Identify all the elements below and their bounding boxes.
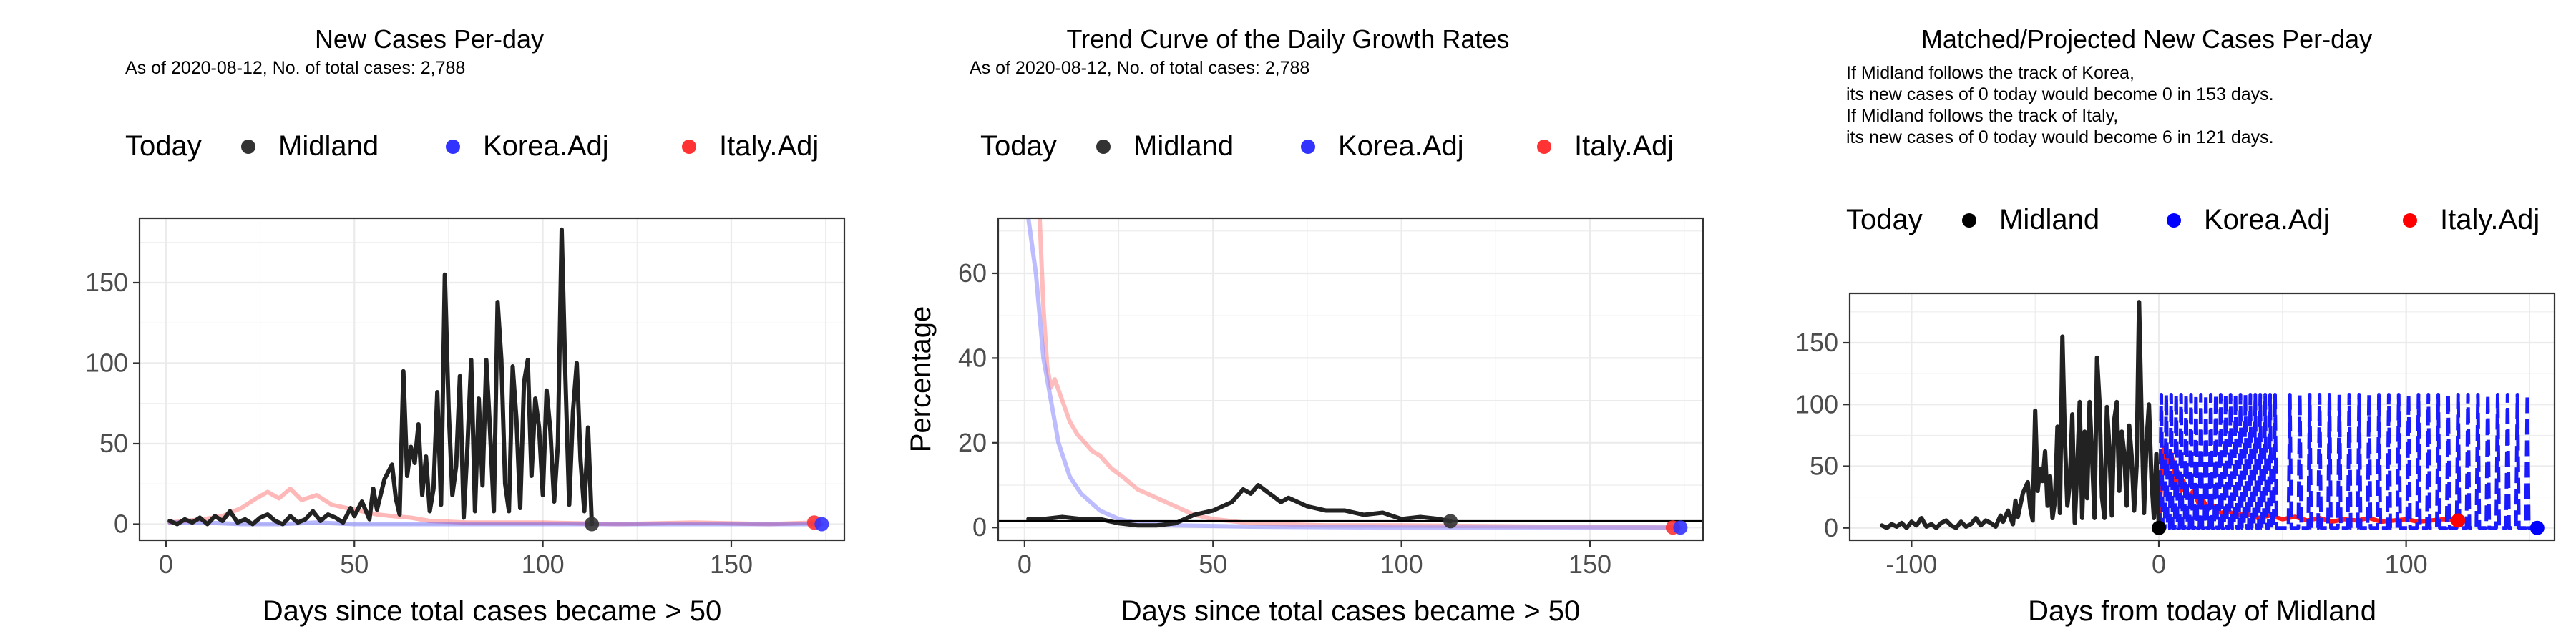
- legend-label: Italy.Adj: [2440, 204, 2540, 235]
- endpoint-korea-adj: [1673, 520, 1688, 535]
- data-layer: [167, 227, 824, 527]
- legend-key-italy-adj: [2403, 213, 2417, 228]
- legend-key-italy-adj: [1537, 140, 1551, 154]
- legend-key-midland: [1962, 213, 1976, 228]
- series-line-korea-adj: [167, 520, 824, 527]
- axes: 0 50 100 150 0 50 100 150 Days since total cases…: [85, 268, 753, 627]
- legend-title: Today: [980, 130, 1057, 162]
- legend: Today Midland Korea.Adj Italy.Adj: [1846, 204, 2540, 235]
- legend-key-italy-adj: [682, 140, 696, 154]
- chart-panel-projected: Matched/Projected New Cases Per-day If Mi…: [1717, 0, 2576, 644]
- legend-label: Midland: [1133, 130, 1234, 162]
- growth-rate-chart-svg: Trend Curve of the Daily Growth Rates As …: [905, 24, 1704, 627]
- y-tick-label: 0: [114, 509, 128, 539]
- endpoints: [585, 515, 829, 532]
- y-tick-label: 50: [1810, 452, 1838, 481]
- axes: -100 0 100 0 50 100 150 Days from today of Midl…: [1795, 328, 2428, 627]
- x-axis-label: Days since total cases became > 50: [1121, 595, 1580, 627]
- x-tick-label: -100: [1885, 550, 1937, 579]
- annotation-line: its new cases of 0 today would become 6 …: [1846, 127, 2274, 147]
- series-line-italy-adj: [1037, 218, 1675, 530]
- y-tick-label: 40: [958, 343, 987, 372]
- legend: Today Midland Korea.Adj Italy.Adj: [980, 130, 1674, 162]
- y-tick-label: 0: [1824, 513, 1838, 542]
- annotation-line: If Midland follows the track of Italy,: [1846, 106, 2118, 126]
- legend-label: Korea.Adj: [483, 130, 609, 162]
- chart-title: Trend Curve of the Daily Growth Rates: [1067, 24, 1510, 54]
- y-tick-label: 100: [85, 348, 128, 378]
- legend-label: Korea.Adj: [2204, 204, 2330, 235]
- legend-label: Midland: [1999, 204, 2099, 235]
- legend-title: Today: [125, 130, 202, 162]
- y-tick-label: 150: [85, 268, 128, 297]
- legend: Today Midland Korea.Adj Italy.Adj: [125, 130, 819, 162]
- legend-key-korea-adj: [1301, 140, 1315, 154]
- data-layer: [1879, 300, 2537, 530]
- chart-subtitle: As of 2020-08-12, No. of total cases: 2,…: [125, 58, 465, 78]
- x-tick-label: 50: [1199, 550, 1227, 579]
- x-tick-label: 100: [2385, 550, 2428, 579]
- x-axis-label: Days since total cases became > 50: [263, 595, 721, 627]
- legend-key-korea-adj: [2167, 213, 2181, 228]
- endpoints: [1443, 514, 1688, 535]
- endpoint-midland: [1443, 514, 1458, 529]
- grid: [998, 218, 1703, 540]
- series-line-midland: [167, 227, 595, 527]
- y-tick-label: 150: [1795, 328, 1838, 357]
- y-axis-label: Percentage: [905, 306, 937, 453]
- legend-title: Today: [1846, 204, 1923, 235]
- legend-key-midland: [241, 140, 255, 154]
- series-line-italy-adj: [167, 487, 816, 527]
- x-tick-label: 0: [1018, 550, 1032, 579]
- plot-border: [138, 217, 846, 542]
- annotation-line: If Midland follows the track of Korea,: [1846, 63, 2135, 83]
- chart-panel-growth-rates: Trend Curve of the Daily Growth Rates As …: [859, 0, 1717, 644]
- chart-title: New Cases Per-day: [315, 24, 544, 54]
- legend-label: Italy.Adj: [1574, 130, 1674, 162]
- legend-key-korea-adj: [446, 140, 460, 154]
- endpoint-italy-adj: [2451, 513, 2466, 528]
- legend-label: Midland: [278, 130, 379, 162]
- legend-label: Italy.Adj: [719, 130, 819, 162]
- x-tick-label: 150: [710, 550, 753, 579]
- legend-key-midland: [1096, 140, 1111, 154]
- axes: 0 50 100 150 0 20 40 60 Days since total cases b…: [905, 258, 1611, 627]
- endpoints: [2152, 513, 2545, 535]
- chart-subtitle: As of 2020-08-12, No. of total cases: 2,…: [970, 58, 1309, 78]
- projected-cases-chart-svg: Matched/Projected New Cases Per-day If Mi…: [1795, 24, 2556, 627]
- y-tick-label: 100: [1795, 389, 1838, 419]
- annotation-line: its new cases of 0 today would become 0 …: [1846, 84, 2274, 104]
- endpoint-midland: [585, 517, 600, 532]
- plot-border: [997, 217, 1704, 542]
- series-line-korea-adj: [2157, 392, 2537, 530]
- series-line-korea-adj: [1026, 218, 1683, 530]
- x-tick-label: 0: [2152, 550, 2166, 579]
- x-tick-label: 100: [522, 550, 565, 579]
- endpoint-midland: [2152, 520, 2167, 535]
- series-line-midland: [1879, 300, 2162, 530]
- chart-title: Matched/Projected New Cases Per-day: [1921, 24, 2372, 54]
- chart-panel-new-cases: New Cases Per-day As of 2020-08-12, No. o…: [0, 0, 859, 644]
- y-tick-label: 20: [958, 428, 987, 457]
- plot-background: [998, 218, 1703, 540]
- x-tick-label: 50: [340, 550, 369, 579]
- new-cases-chart-svg: New Cases Per-day As of 2020-08-12, No. o…: [85, 24, 846, 627]
- y-tick-label: 50: [99, 429, 128, 458]
- plot-border: [1848, 292, 2556, 542]
- x-tick-label: 0: [159, 550, 173, 579]
- endpoint-korea-adj: [814, 517, 829, 532]
- x-tick-label: 100: [1380, 550, 1423, 579]
- x-tick-label: 150: [1568, 550, 1611, 579]
- endpoint-korea-adj: [2529, 520, 2545, 535]
- legend-label: Korea.Adj: [1338, 130, 1464, 162]
- y-tick-label: 0: [972, 512, 987, 542]
- x-axis-label: Days from today of Midland: [2028, 595, 2376, 627]
- y-tick-label: 60: [958, 258, 987, 288]
